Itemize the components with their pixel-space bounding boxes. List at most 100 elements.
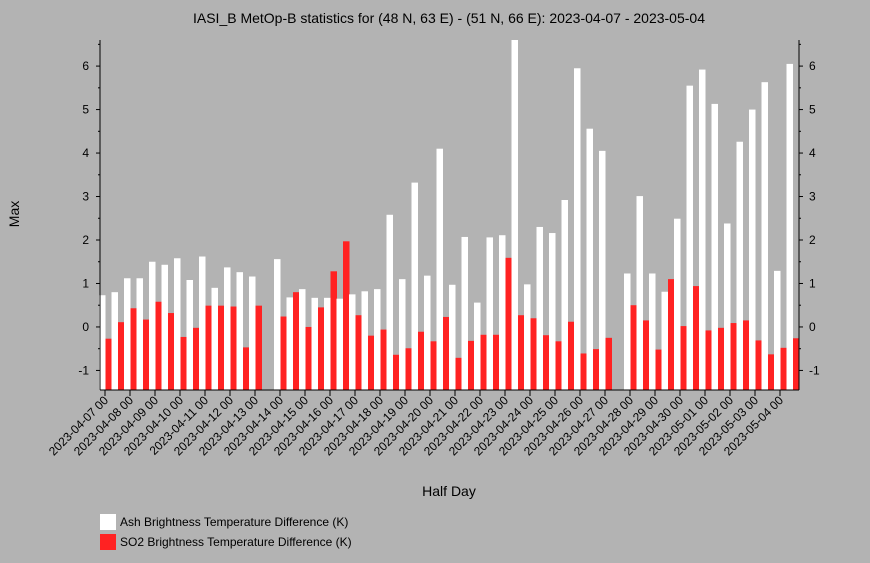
- ash-bar: [536, 226, 543, 390]
- y-tick-label-left: 1: [82, 276, 89, 290]
- so2-bar: [405, 348, 412, 390]
- ash-bar: [674, 218, 681, 390]
- so2-bar: [255, 305, 262, 390]
- so2-bar: [105, 338, 112, 390]
- ash-bar: [111, 292, 118, 390]
- ash-bar: [399, 279, 406, 390]
- legend-item-so2: SO2 Brightness Temperature Difference (K…: [100, 532, 352, 552]
- so2-bar: [793, 338, 800, 390]
- ash-bar: [624, 273, 631, 390]
- ash-bar: [636, 196, 643, 390]
- legend-item-ash: Ash Brightness Temperature Difference (K…: [100, 512, 352, 532]
- ash-bar: [511, 40, 518, 390]
- ash-bar: [136, 278, 143, 390]
- so2-bar: [655, 349, 662, 390]
- so2-bar: [493, 334, 500, 390]
- y-tick-label-right: 0: [809, 320, 816, 334]
- ash-bar: [699, 69, 706, 390]
- legend-swatch-ash: [100, 514, 116, 530]
- legend-label-ash: Ash Brightness Temperature Difference (K…: [120, 515, 349, 529]
- ash-bar: [236, 272, 243, 390]
- ash-bar: [361, 291, 368, 390]
- ash-bar: [274, 259, 281, 390]
- so2-bar: [468, 340, 475, 390]
- ash-bar: [486, 237, 493, 390]
- ash-bar: [386, 214, 393, 390]
- so2-bar: [530, 318, 537, 390]
- so2-bar: [305, 326, 312, 390]
- bars-group: [99, 40, 800, 391]
- ash-bar: [524, 284, 531, 390]
- so2-bar: [668, 279, 675, 390]
- ash-bar: [649, 273, 656, 390]
- so2-bar: [318, 307, 325, 390]
- so2-bar: [143, 319, 150, 390]
- so2-bar: [368, 335, 375, 390]
- so2-bar: [343, 241, 350, 390]
- so2-bar: [643, 320, 650, 390]
- ash-bar: [161, 264, 168, 390]
- ash-bar: [411, 182, 418, 390]
- ash-bar: [299, 289, 306, 390]
- so2-bar: [630, 305, 637, 390]
- ash-bar: [786, 63, 793, 390]
- y-axis-label: Max: [6, 201, 22, 227]
- chart-title: IASI_B MetOp-B statistics for (48 N, 63 …: [193, 10, 705, 26]
- so2-bar: [330, 271, 337, 390]
- so2-bar: [768, 354, 775, 390]
- so2-bar: [155, 301, 162, 390]
- y-tick-label-left: 0: [82, 320, 89, 334]
- so2-bar: [755, 340, 762, 390]
- ash-bar: [761, 82, 768, 390]
- ash-bar: [99, 295, 106, 390]
- ash-bar: [224, 267, 231, 390]
- so2-bar: [480, 334, 487, 390]
- ash-bar: [574, 68, 581, 391]
- y-tick-label-right: 3: [809, 190, 816, 204]
- so2-bar: [355, 315, 362, 390]
- so2-bar: [705, 330, 712, 390]
- so2-bar: [418, 331, 425, 390]
- ash-bar: [186, 280, 193, 390]
- ash-bar: [599, 150, 606, 390]
- ash-bar: [336, 298, 343, 390]
- ash-bar: [424, 275, 431, 390]
- so2-bar: [718, 327, 725, 390]
- ash-bar: [199, 256, 206, 390]
- y-tick-label-left: 3: [82, 190, 89, 204]
- so2-bar: [193, 327, 200, 390]
- legend: Ash Brightness Temperature Difference (K…: [100, 512, 352, 552]
- so2-bar: [130, 308, 137, 390]
- ash-bar: [249, 276, 256, 390]
- so2-bar: [680, 326, 687, 390]
- y-tick-label-right: 6: [809, 59, 816, 73]
- y-tick-label-right: 2: [809, 233, 816, 247]
- so2-bar: [443, 316, 450, 390]
- ash-bar: [311, 297, 318, 390]
- ash-bar: [149, 261, 156, 390]
- so2-bar: [505, 257, 512, 390]
- ash-bar: [686, 85, 693, 391]
- ash-bar: [499, 235, 506, 390]
- so2-bar: [243, 347, 250, 390]
- so2-bar: [205, 305, 212, 390]
- ash-bar: [461, 236, 468, 390]
- ash-bar: [124, 278, 131, 390]
- legend-swatch-so2: [100, 534, 116, 550]
- y-tick-label-right: 4: [809, 146, 816, 160]
- ash-bar: [449, 284, 456, 390]
- ash-bar: [561, 200, 568, 390]
- ash-bar: [774, 270, 781, 390]
- ash-bar: [549, 233, 556, 390]
- so2-bar: [780, 347, 787, 390]
- ash-bar: [286, 297, 293, 390]
- ash-bar: [211, 287, 218, 390]
- ash-bar: [324, 297, 331, 390]
- ash-bar: [736, 141, 743, 390]
- so2-bar: [230, 306, 237, 390]
- ash-bar: [349, 294, 356, 390]
- so2-bar: [543, 335, 550, 390]
- x-axis-label: Half Day: [422, 483, 476, 499]
